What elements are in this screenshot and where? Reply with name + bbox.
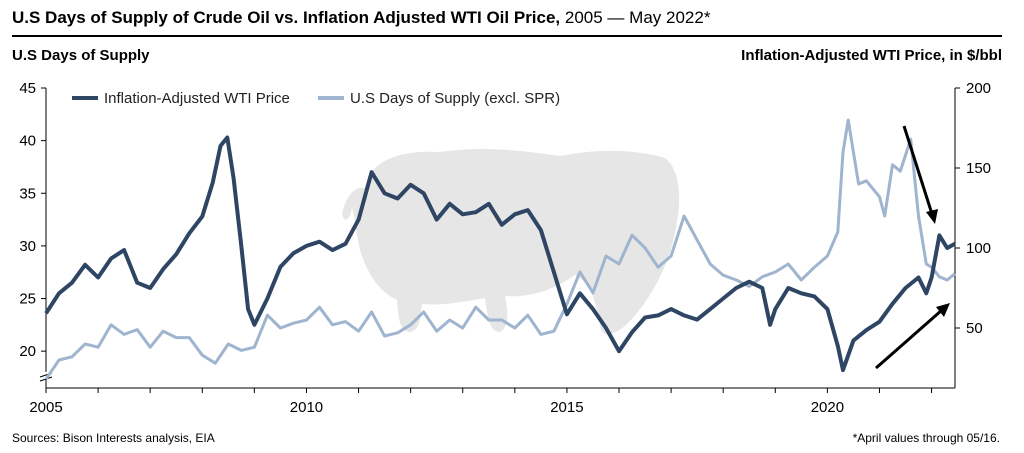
chart-title-main: U.S Days of Supply of Crude Oil vs. Infl… bbox=[12, 8, 561, 27]
y-tick-label: 40 bbox=[19, 133, 36, 150]
y-tick-label: 45 bbox=[19, 80, 36, 97]
left-axis-title: U.S Days of Supply bbox=[12, 47, 150, 64]
x-tick-label: 2005 bbox=[29, 399, 62, 416]
y2-tick-label: 200 bbox=[966, 80, 991, 97]
chart-title: U.S Days of Supply of Crude Oil vs. Infl… bbox=[12, 8, 710, 28]
y-tick-label: 30 bbox=[19, 238, 36, 255]
y2-tick-label: 150 bbox=[966, 160, 991, 177]
x-tick-label: 2020 bbox=[811, 399, 844, 416]
series-line-wti-price bbox=[44, 135, 956, 373]
legend-label-supply: U.S Days of Supply (excl. SPR) bbox=[350, 90, 560, 107]
chart-axes: 20 25 30 35 40 45 50 100 150 200 2005 2010 2015 2020 bbox=[19, 80, 991, 416]
y-tick-label: 25 bbox=[19, 291, 36, 308]
chart-title-range: 2005 — May 2022* bbox=[560, 8, 711, 27]
x-tick-label: 2010 bbox=[290, 399, 323, 416]
arrow-up-head-icon bbox=[936, 303, 950, 317]
legend-label-wti: Inflation-Adjusted WTI Price bbox=[104, 90, 290, 107]
series-line-days-of-supply bbox=[44, 118, 956, 381]
y-tick-label: 20 bbox=[19, 343, 36, 360]
y2-tick-label: 100 bbox=[966, 240, 991, 257]
chart-series bbox=[44, 118, 956, 381]
right-axis-title: Inflation-Adjusted WTI Price, in $/bbl bbox=[741, 47, 1002, 64]
sources-note: Sources: Bison Interests analysis, EIA bbox=[12, 431, 215, 445]
y-tick-label: 35 bbox=[19, 185, 36, 202]
chart-legend: Inflation-Adjusted WTI Price U.S Days of … bbox=[72, 90, 560, 107]
y2-tick-label: 50 bbox=[966, 320, 983, 337]
arrow-up-icon bbox=[875, 308, 943, 370]
april-footnote: *April values through 05/16. bbox=[852, 431, 1000, 445]
annotation-arrows bbox=[875, 125, 950, 370]
arrow-down-head-icon bbox=[926, 209, 938, 224]
title-divider bbox=[12, 35, 1002, 37]
arrow-down-icon bbox=[902, 125, 934, 215]
x-tick-label: 2015 bbox=[550, 399, 583, 416]
